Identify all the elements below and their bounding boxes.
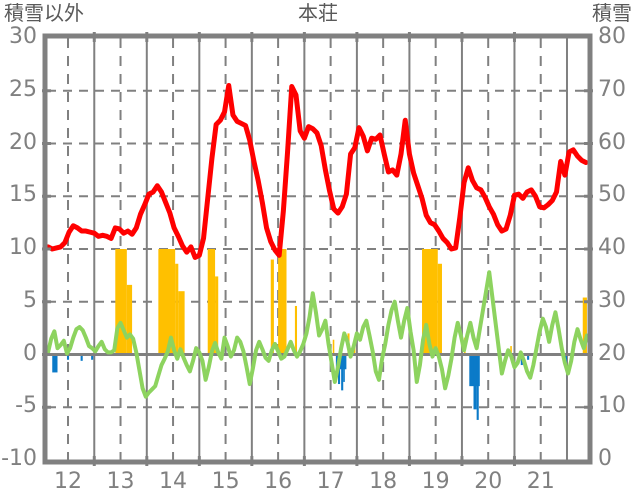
- snow-bars: [47, 353, 588, 420]
- y-axis-tick-label: -10: [1, 446, 37, 471]
- y2-axis-tick-label: 10: [598, 393, 626, 419]
- x-axis-tick-label: 19: [421, 469, 450, 494]
- left-axis-title: 積雪以外: [4, 1, 84, 25]
- y-axis-tick-label: 30: [9, 24, 37, 49]
- x-axis-tick-label: 21: [526, 469, 555, 494]
- axis-ticks: [42, 32, 593, 466]
- page-title: 本荘: [298, 1, 338, 25]
- y2-axis-tick-label: 20: [598, 340, 626, 366]
- x-axis-tick-label: 20: [474, 469, 503, 494]
- y2-axis-tick-label: 70: [598, 76, 626, 102]
- temperature-line: [45, 82, 589, 260]
- right-axis-title: 積雪: [592, 1, 632, 25]
- x-axis-tick-label: 18: [369, 469, 398, 494]
- y2-axis-tick-label: 50: [598, 182, 626, 208]
- x-axis-tick-label: 13: [106, 469, 135, 494]
- precipitation-bars: [115, 249, 587, 355]
- y-axis-tick-label: 5: [23, 287, 37, 313]
- gridlines: [47, 38, 588, 460]
- wind-line: [46, 270, 589, 399]
- y-axis-tick-label: -5: [15, 393, 37, 419]
- x-axis-tick-label: 16: [264, 469, 293, 494]
- y2-axis-tick-label: 0: [598, 446, 612, 471]
- y2-axis-tick-label: 40: [598, 235, 626, 260]
- y-axis-tick-label: 20: [9, 129, 37, 155]
- y-axis-tick-label: 0: [23, 340, 37, 366]
- y-axis-tick-label: 10: [9, 235, 37, 260]
- x-axis-tick-label: 17: [316, 469, 345, 494]
- x-axis-tick-label: 15: [211, 469, 240, 494]
- x-axis-tick-label: 14: [159, 469, 188, 494]
- y-axis-tick-label: 25: [9, 76, 37, 102]
- y2-axis-tick-label: 60: [598, 129, 626, 155]
- y-axis-tick-label: 15: [9, 182, 37, 208]
- y2-axis-tick-label: 30: [598, 287, 626, 313]
- x-axis-tick-label: 12: [54, 469, 82, 494]
- y2-axis-tick-label: 80: [598, 24, 626, 49]
